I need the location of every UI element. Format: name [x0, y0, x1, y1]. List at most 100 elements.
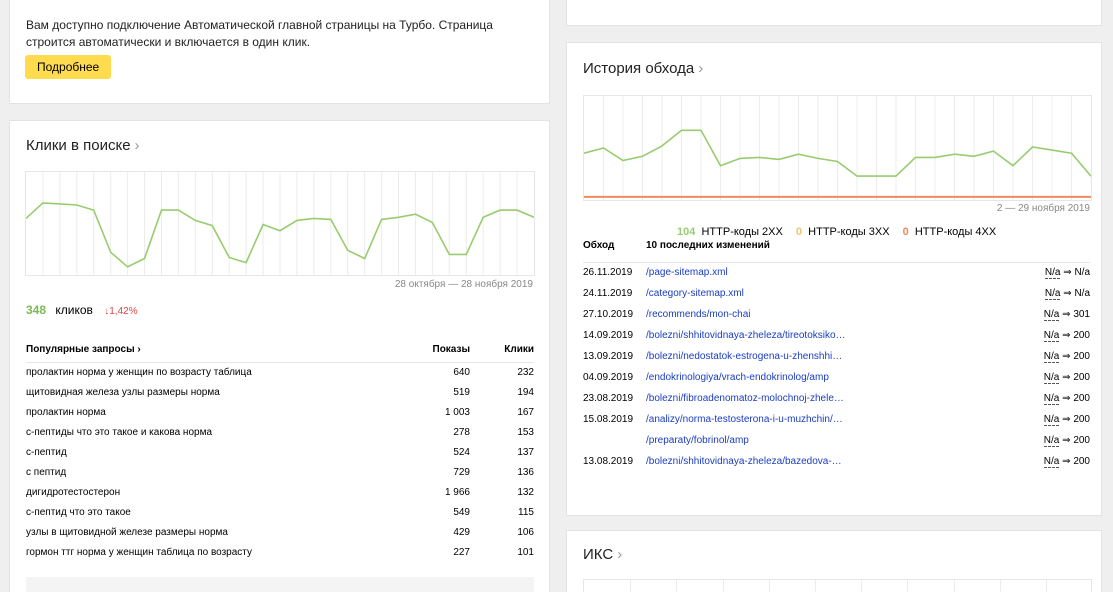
bottom-strip: [26, 577, 534, 592]
crawl-date: 26.11.2019: [583, 267, 633, 279]
turbo-card: Вам доступно подключение Автоматической …: [9, 0, 550, 104]
status-from: N/a: [1044, 267, 1061, 280]
query-text[interactable]: пролактин норма: [26, 406, 106, 418]
crawl-date: 13.08.2019: [583, 456, 634, 467]
grid-line: [861, 580, 863, 592]
status-from: N/a: [1043, 435, 1060, 447]
clicks-title-text[interactable]: Клики в поиске: [26, 137, 131, 154]
grid-line: [999, 580, 1001, 592]
status-to: 200: [1073, 393, 1090, 404]
turbo-text-line2: строится автоматически и включается в од…: [26, 35, 311, 49]
status-arrow: ⇒: [1062, 435, 1071, 446]
query-text[interactable]: пролактин норма у женщин по возрасту таб…: [26, 366, 252, 378]
table-row: 13.08.2019/bolezni/shhitovidnaya-zheleza…: [583, 451, 1090, 472]
query-text[interactable]: узлы в щитовидной железе размеры норма: [26, 526, 228, 538]
query-clicks: 167: [517, 406, 534, 418]
crawl-date: [583, 430, 646, 451]
query-clicks: 136: [517, 466, 534, 478]
query-text[interactable]: дигидротестостерон: [26, 486, 121, 498]
table-row: 13.09.2019/bolezni/nedostatok-estrogena-…: [583, 346, 1090, 367]
crawl-title-text[interactable]: История обхода: [583, 60, 695, 77]
query-clicks: 153: [517, 426, 534, 438]
crawl-url-link[interactable]: /bolezni/nedostatok-estrogena-u-zhenshhi…: [646, 351, 843, 362]
crawl-url-link[interactable]: /page-sitemap.xml: [646, 267, 728, 279]
crawl-date: 04.09.2019: [583, 372, 634, 383]
table-row: 14.09.2019/bolezni/shhitovidnaya-zheleza…: [583, 325, 1090, 346]
crawl-period: 2 — 29 ноября 2019: [996, 203, 1090, 214]
status-arrow: ⇒: [1062, 393, 1071, 404]
table-row: с-пептид что это такое 549 115: [26, 502, 534, 522]
clicks-title[interactable]: Клики в поиске ›: [26, 137, 140, 154]
crawl-url-link[interactable]: /bolezni/shhitovidnaya-zheleza/tireotoks…: [646, 330, 846, 341]
table-row: пролактин норма 1 003 167: [26, 402, 534, 422]
status-to: 301: [1073, 309, 1090, 320]
iks-title-text[interactable]: ИКС: [583, 546, 614, 563]
query-text[interactable]: щитовидная железа узлы размеры норма: [26, 386, 220, 398]
status-from: N/a: [1043, 351, 1060, 363]
crawl-changes-header: 10 последних изменений: [646, 230, 1020, 263]
series-line: [26, 202, 534, 268]
table-row: узлы в щитовидной железе размеры норма 42…: [26, 522, 534, 542]
query-clicks: 132: [517, 486, 534, 498]
query-text[interactable]: гормон ттг норма у женщин таблица по воз…: [26, 546, 253, 558]
crawl-date-header: Обход: [583, 230, 646, 263]
crawl-date: 14.09.2019: [583, 330, 634, 341]
query-text[interactable]: с-пептид: [26, 446, 67, 458]
status-arrow: ⇒: [1062, 414, 1071, 425]
query-clicks: 101: [517, 546, 534, 558]
crawl-title[interactable]: История обхода ›: [583, 60, 703, 77]
crawl-date: 24.11.2019: [583, 288, 633, 299]
crawl-url-link[interactable]: /category-sitemap.xml: [646, 288, 744, 299]
table-row: 23.08.2019/bolezni/fibroadenomatoz-moloc…: [583, 388, 1090, 409]
query-shows: 227: [453, 546, 470, 558]
status-arrow: ⇒: [1062, 351, 1071, 362]
crawl-url-link[interactable]: /bolezni/fibroadenomatoz-molochnoj-zhele…: [646, 393, 844, 404]
query-shows: 1 003: [444, 406, 470, 418]
crawl-url-link[interactable]: /bolezni/shhitovidnaya-zheleza/bazedova-…: [646, 456, 842, 467]
status-change: N/a ⇒ 200: [1020, 346, 1090, 367]
status-change: N/a ⇒ 200: [1020, 409, 1090, 430]
chevron-right-icon: ›: [134, 137, 140, 154]
status-from: N/a: [1044, 288, 1061, 300]
query-shows: 729: [453, 466, 470, 478]
grid-line: [1046, 580, 1047, 592]
chevron-right-icon: ›: [617, 546, 623, 563]
status-arrow: ⇒: [1063, 288, 1072, 299]
table-row: дигидротестостерон 1 966 132: [26, 482, 534, 502]
table-row: 04.09.2019/endokrinologiya/vrach-endokri…: [583, 367, 1090, 388]
query-text[interactable]: с-пептид что это такое: [26, 506, 131, 518]
clicks-period: 28 октября — 28 ноября 2019: [394, 279, 533, 290]
crawl-url-link[interactable]: /preparaty/fobrinol/amp: [646, 435, 749, 446]
status-arrow: ⇒: [1062, 456, 1071, 467]
status-arrow: ⇒: [1062, 309, 1071, 320]
crawl-url-link[interactable]: /endokrinologiya/vrach-endokrinolog/amp: [646, 372, 829, 383]
status-to: 200: [1073, 456, 1090, 467]
clicks-total-label: кликов: [55, 303, 93, 317]
status-change: N/a ⇒ 200: [1020, 367, 1090, 388]
table-row: с-пептид 524 137: [26, 442, 534, 462]
crawl-history-card: История обхода › 2 — 29 ноября 2019 104 H…: [566, 42, 1102, 516]
clicks-header: Клики: [470, 338, 534, 363]
top-right-card: [566, 0, 1102, 26]
iks-title[interactable]: ИКС ›: [583, 546, 622, 563]
more-details-button[interactable]: Подробнее: [25, 55, 112, 79]
crawl-url-link[interactable]: /analizy/norma-testosterona-i-u-muzhchin…: [646, 414, 843, 425]
shows-header: Показы: [400, 338, 470, 363]
iks-chart: [583, 579, 1092, 592]
clicks-chart-svg: [26, 172, 534, 275]
table-row: гормон ттг норма у женщин таблица по воз…: [26, 542, 534, 562]
popular-queries-header[interactable]: Популярные запросы ›: [26, 338, 400, 363]
query-text[interactable]: с пептид: [26, 466, 67, 478]
table-row: с-пептиды что это такое и какова норма 27…: [26, 422, 534, 442]
status-change: N/a ⇒ N/a: [1020, 283, 1090, 304]
status-from: N/a: [1043, 309, 1060, 321]
table-row: 26.11.2019/page-sitemap.xml N/a ⇒ N/a: [583, 262, 1090, 283]
crawl-changes-table: Обход 10 последних изменений 26.11.2019 /…: [583, 230, 1090, 472]
query-text[interactable]: с-пептиды что это такое и какова норма: [26, 426, 213, 438]
crawl-url-link[interactable]: /recommends/mon-chai: [646, 309, 751, 320]
query-shows: 524: [453, 446, 470, 458]
status-arrow: ⇒: [1063, 267, 1072, 279]
status-to: 200: [1073, 435, 1090, 446]
clicks-summary: 348 кликов ↓1,42%: [26, 303, 138, 317]
grid-line: [768, 580, 770, 592]
